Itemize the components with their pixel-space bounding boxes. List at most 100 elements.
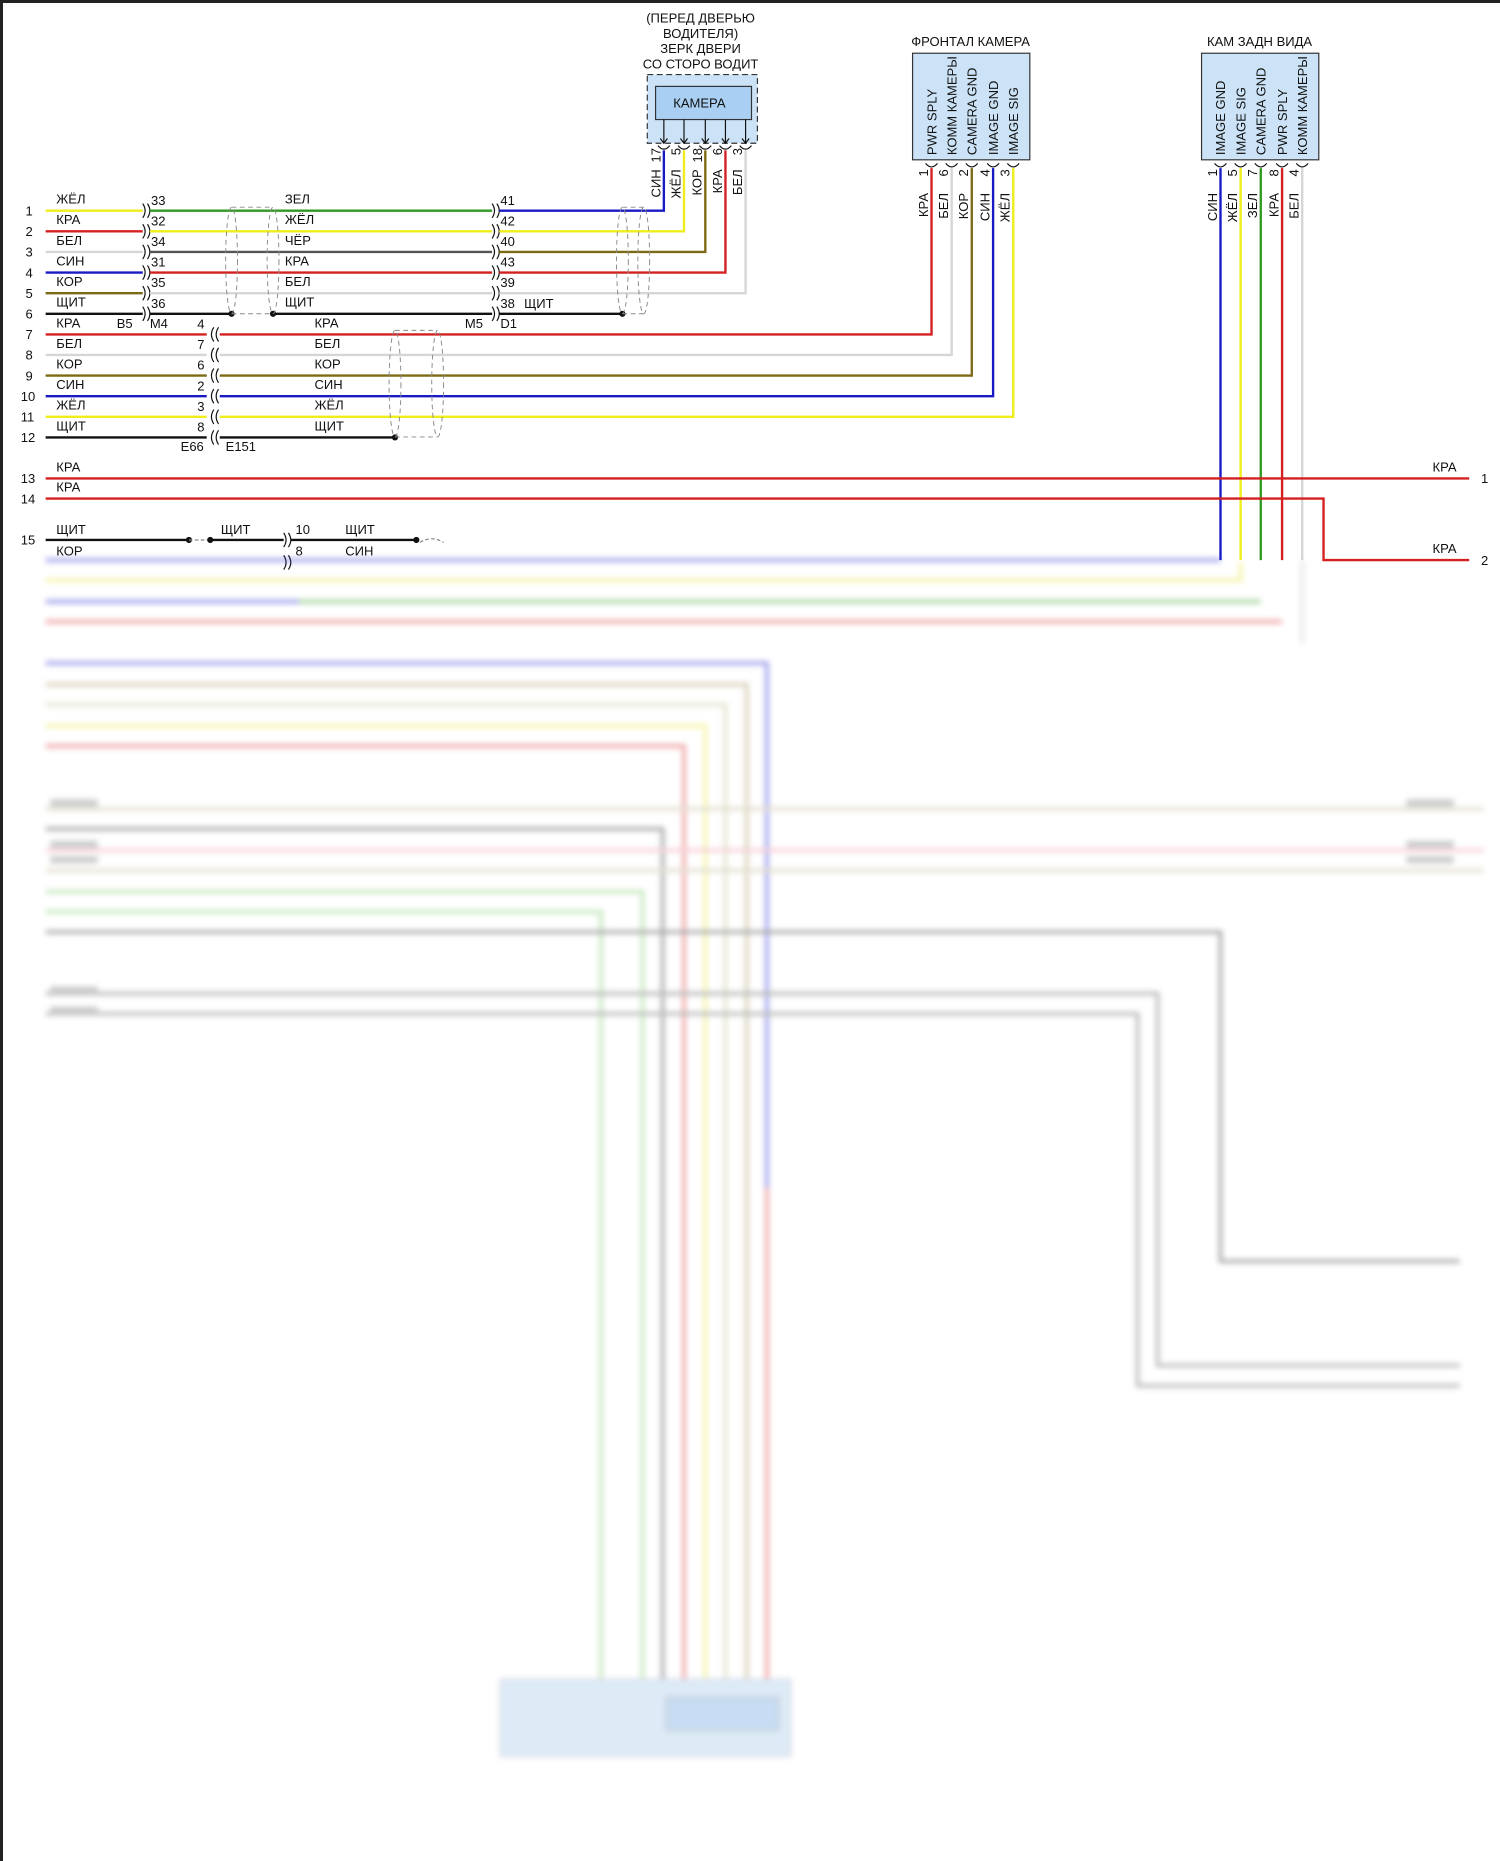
connector-label: E151 <box>226 439 256 454</box>
blurred-label <box>50 799 98 807</box>
connector-contact <box>146 244 151 260</box>
wire-label: СИН <box>56 377 84 392</box>
connector-label: E66 <box>181 439 204 454</box>
connector-pin-number: 7 <box>197 337 204 352</box>
blurred-wire <box>45 910 603 1686</box>
front-camera-pin-number: 4 <box>978 169 993 176</box>
connector-contact <box>142 285 146 301</box>
wire-label: ЖЁЛ <box>56 192 85 207</box>
door-camera-pin-number: 17 <box>648 148 663 162</box>
connector-contact <box>146 223 151 239</box>
connector-pin-number: 8 <box>197 419 204 434</box>
connector-contact <box>215 368 220 384</box>
blurred-wire <box>45 991 1460 1368</box>
row-number: 15 <box>21 533 35 548</box>
front-camera-pin-function: IMAGE SIG <box>1006 87 1021 155</box>
door-camera-pin-wire-label: КРА <box>710 169 725 193</box>
connector-contact <box>210 429 215 445</box>
blurred-wire <box>45 682 749 1686</box>
door-camera-pin-number: 3 <box>730 148 745 155</box>
row-number: 8 <box>26 348 33 363</box>
pin-arrowhead <box>721 138 730 145</box>
connector-contact <box>215 326 220 342</box>
front-camera-pin-cup <box>1006 162 1020 168</box>
wire-row-2-right <box>499 150 686 233</box>
blurred-label <box>1406 856 1454 864</box>
connector-d1-contact <box>491 285 500 301</box>
wire-row-9-right <box>219 168 973 377</box>
connector-contact <box>496 203 500 219</box>
wire-row-1-right <box>499 150 666 212</box>
connector-contact <box>142 244 146 260</box>
connector-contact <box>491 265 496 280</box>
terminal-number: 1 <box>1481 471 1488 486</box>
pin-arrowhead <box>701 138 710 145</box>
wire-label: ЖЁЛ <box>56 398 85 413</box>
blurred-label <box>1406 799 1454 807</box>
wire-row-3-right <box>499 150 707 254</box>
front-camera-pin-cup <box>945 162 959 168</box>
connector-contact <box>210 388 215 404</box>
pin-arrowhead <box>659 138 668 145</box>
rear-camera-pin-wire-label: КРА <box>1267 193 1282 217</box>
wire-row-7-right <box>219 168 933 336</box>
front-camera-pin-number: 3 <box>998 169 1013 176</box>
door-camera-pin-wire-label: СИН <box>648 169 663 197</box>
door-camera-pin-cup <box>719 145 732 150</box>
rear-camera-pin-wire-label: ЖЁЛ <box>1225 193 1240 222</box>
wire-label: СИН <box>56 253 84 268</box>
wire-label: КРА <box>56 479 80 494</box>
shield-oval <box>616 206 629 315</box>
row-number: 10 <box>21 389 35 404</box>
wire-label: КРА <box>285 253 309 268</box>
connector-contact <box>215 429 220 445</box>
front-camera-title: ФРОНТАЛ КАМЕРА <box>911 34 1030 49</box>
wire-label: КОР <box>56 274 82 289</box>
connector-pin-number: 8 <box>296 543 303 558</box>
wire-label: ЩИТ <box>314 418 344 433</box>
rear-camera-box <box>1200 52 1320 161</box>
terminal-number: 2 <box>1481 553 1488 568</box>
wire-label: ЗЕЛ <box>285 192 310 207</box>
connector-contact <box>215 388 220 404</box>
connector-e151-contact <box>210 429 220 445</box>
wire-label: КРА <box>56 459 80 474</box>
rear-camera-pin-cup <box>1214 162 1227 168</box>
rear-camera-pin-function: IMAGE GND <box>1213 81 1228 155</box>
wire-label: КРА <box>314 315 338 330</box>
blurred-wire <box>45 889 645 1686</box>
front-camera-pin-cup <box>986 162 1000 168</box>
connector-contact <box>283 532 287 548</box>
blurred-wire <box>45 930 1460 1264</box>
door-camera-pin-number: 6 <box>710 148 725 155</box>
cable-shield <box>616 206 651 315</box>
connector-contact <box>287 555 292 570</box>
front-camera-pin-cup <box>965 162 979 168</box>
connector-label: D1 <box>500 316 517 331</box>
wire-row-10-right <box>219 168 995 398</box>
connector-e151-contact <box>210 388 220 404</box>
connector-m4-contact <box>142 306 151 322</box>
front-camera-box <box>911 52 1031 161</box>
row-number: 11 <box>21 410 35 425</box>
connector-contact <box>283 532 292 548</box>
pin-arrowhead <box>741 138 750 145</box>
blurred-label <box>50 986 98 994</box>
connector-contact <box>496 306 500 322</box>
front-camera-pin-function: КОММ КАМЕРЫ <box>944 56 959 155</box>
connector-contact <box>215 409 220 425</box>
door-camera-pin-cup <box>698 145 712 150</box>
front-camera-pin-wire-label: КОР <box>956 193 971 219</box>
door-camera-pin-cup <box>657 145 671 150</box>
front-camera-pin-function: CAMERA GND <box>965 68 980 156</box>
connector-contact <box>146 306 151 322</box>
door-camera-pin-number: 5 <box>668 148 683 155</box>
connector-label: B5 <box>117 316 133 331</box>
connector-pin-number: 3 <box>197 399 204 414</box>
front-camera-pin-number: 2 <box>956 169 971 176</box>
connector-contact <box>146 285 151 301</box>
blurred-wire <box>45 562 1243 583</box>
connector-pin-number: 36 <box>151 296 165 311</box>
connector-e151-contact <box>210 409 220 425</box>
